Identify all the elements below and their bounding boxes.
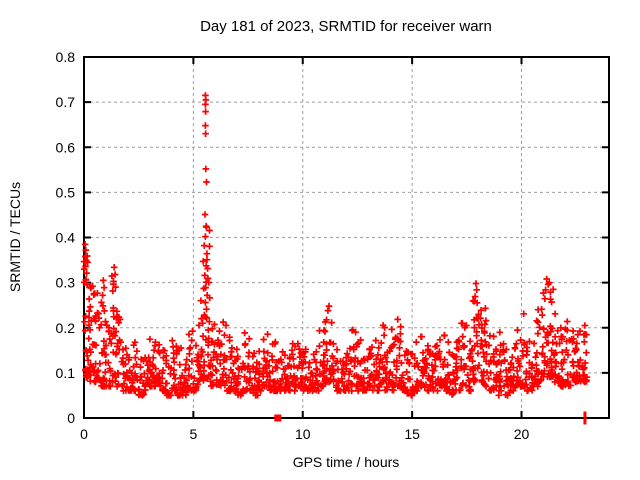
y-tick-label: 0.4	[56, 230, 76, 246]
x-tick-label: 20	[514, 426, 530, 442]
y-tick-label: 0.3	[56, 275, 76, 291]
axis-vbar-marker	[583, 411, 587, 425]
x-tick-label: 0	[80, 426, 88, 442]
y-tick-label: 0.1	[56, 365, 76, 381]
x-tick-label: 15	[404, 426, 420, 442]
y-tick-label: 0.5	[56, 184, 76, 200]
y-tick-label: 0.6	[56, 139, 76, 155]
y-tick-label: 0	[67, 410, 75, 426]
y-tick-label: 0.2	[56, 320, 76, 336]
scatter-points	[80, 92, 591, 399]
x-tick-label: 5	[189, 426, 197, 442]
y-tick-label: 0.7	[56, 94, 76, 110]
y-tick-label: 0.8	[56, 49, 76, 65]
y-axis-label: SRMTID / TECUs	[7, 182, 23, 292]
axis-data-markers	[274, 411, 587, 425]
data-point-markers	[80, 92, 591, 399]
chart-title: Day 181 of 2023, SRMTID for receiver war…	[200, 18, 492, 35]
axis-tick-labels: 0 5 10 15 20 0 0.1 0.2 0.3 0.4 0.5 0.6 0.7 0.8	[56, 49, 530, 442]
x-axis-label: GPS time / hours	[293, 454, 400, 470]
axis-square-marker	[274, 414, 282, 422]
x-tick-label: 10	[295, 426, 311, 442]
